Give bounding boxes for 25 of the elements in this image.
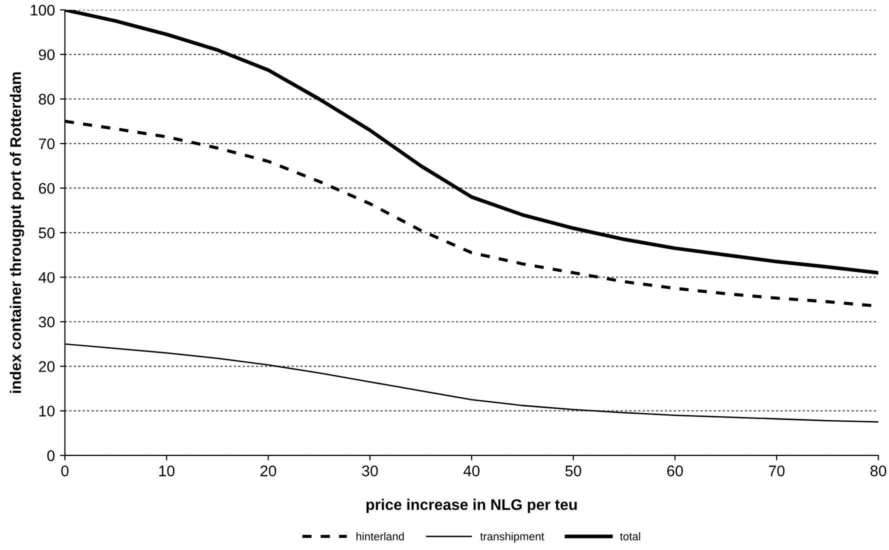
x-tick-label: 10 xyxy=(159,466,174,476)
x-tick-label: 20 xyxy=(260,466,276,476)
y-tick-label: 70 xyxy=(38,138,55,150)
x-tick-label: 70 xyxy=(768,466,785,476)
y-tick-label: 10 xyxy=(39,406,55,417)
y-tick-label: 100 xyxy=(30,4,55,16)
x-tick-label: 40 xyxy=(463,466,480,476)
y-tick-label: 30 xyxy=(38,316,55,328)
x-tick-label: 30 xyxy=(362,466,378,476)
x-axis-title: price increase in NLG per teu xyxy=(366,498,577,514)
y-tick-label: 60 xyxy=(38,182,55,194)
x-tick-label: 0 xyxy=(61,466,69,476)
legend-label: transhipment xyxy=(480,532,544,543)
y-tick-label: 20 xyxy=(38,361,55,372)
y-tick-label: 80 xyxy=(38,94,55,105)
y-tick-label: 40 xyxy=(38,272,55,283)
legend-label: hinterland xyxy=(356,532,404,540)
y-tick-label: 0 xyxy=(47,450,55,462)
legend-label: total xyxy=(620,532,640,540)
y-axis-title: index container througput port of Rotterdam xyxy=(10,72,24,393)
y-tick-label: 90 xyxy=(38,49,55,60)
x-tick-label: 80 xyxy=(870,466,886,476)
x-tick-label: 60 xyxy=(667,466,683,476)
x-tick-label: 50 xyxy=(565,466,582,476)
y-tick-label: 50 xyxy=(38,228,55,238)
